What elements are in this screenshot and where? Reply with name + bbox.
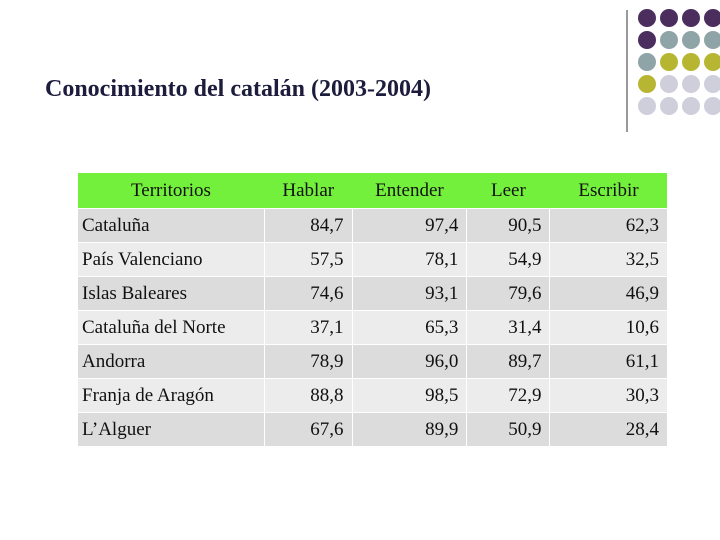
value-cell: 93,1: [351, 276, 467, 311]
value-cell: 37,1: [263, 310, 353, 345]
value-cell: 31,4: [466, 310, 550, 345]
column-header: Escribir: [549, 173, 667, 209]
value-cell: 79,6: [466, 276, 550, 311]
dot-grid: [638, 9, 720, 115]
value-cell: 97,4: [351, 208, 467, 243]
value-cell: 72,9: [466, 378, 550, 413]
value-cell: 78,1: [351, 242, 467, 277]
value-cell: 61,1: [549, 344, 667, 379]
value-cell: 98,5: [351, 378, 467, 413]
table-row: Franja de Aragón 88,8 98,5 72,9 30,3: [77, 378, 667, 413]
value-cell: 62,3: [549, 208, 667, 243]
territory-cell: Cataluña del Norte: [77, 310, 265, 345]
table-row: Islas Baleares 74,6 93,1 79,6 46,9: [77, 276, 667, 311]
value-cell: 89,9: [351, 412, 467, 446]
table-row: L’Alguer 67,6 89,9 50,9 28,4: [77, 412, 667, 446]
column-header: Entender: [352, 173, 467, 209]
table-row: Andorra 78,9 96,0 89,7 61,1: [77, 344, 667, 379]
value-cell: 32,5: [549, 242, 667, 277]
value-cell: 89,7: [466, 344, 550, 379]
value-cell: 30,3: [549, 378, 667, 413]
territory-cell: Franja de Aragón: [77, 378, 265, 413]
value-cell: 84,7: [263, 208, 353, 243]
value-cell: 50,9: [466, 412, 550, 446]
column-header: Leer: [466, 173, 550, 209]
value-cell: 46,9: [549, 276, 667, 311]
territory-cell: Cataluña: [77, 208, 265, 243]
table-row: Cataluña del Norte 37,1 65,3 31,4 10,6: [77, 310, 667, 345]
value-cell: 65,3: [351, 310, 467, 345]
slide-title: Conocimiento del catalán (2003-2004): [45, 76, 431, 102]
table-body: Cataluña 84,7 97,4 90,5 62,3 País Valenciano 5…: [77, 208, 667, 446]
value-cell: 28,4: [549, 412, 667, 446]
territory-cell: Andorra: [77, 344, 265, 379]
value-cell: 88,8: [263, 378, 353, 413]
value-cell: 90,5: [466, 208, 550, 243]
value-cell: 74,6: [263, 276, 353, 311]
decoration: [626, 9, 720, 132]
column-header: Territorios: [77, 173, 265, 209]
column-header: Hablar: [264, 173, 353, 209]
territory-cell: País Valenciano: [77, 242, 265, 277]
value-cell: 10,6: [549, 310, 667, 345]
territory-cell: Islas Baleares: [77, 276, 265, 311]
data-table: Territorios Hablar Entender Leer Escribir Ca…: [77, 173, 667, 446]
table-row: Cataluña 84,7 97,4 90,5 62,3: [77, 208, 667, 243]
header-row: Territorios Hablar Entender Leer Escribir: [77, 173, 667, 209]
value-cell: 67,6: [263, 412, 353, 446]
value-cell: 54,9: [466, 242, 550, 277]
value-cell: 96,0: [351, 344, 467, 379]
territory-cell: L’Alguer: [77, 412, 265, 446]
table-row: País Valenciano 57,5 78,1 54,9 32,5: [77, 242, 667, 277]
value-cell: 57,5: [263, 242, 353, 277]
value-cell: 78,9: [263, 344, 353, 379]
